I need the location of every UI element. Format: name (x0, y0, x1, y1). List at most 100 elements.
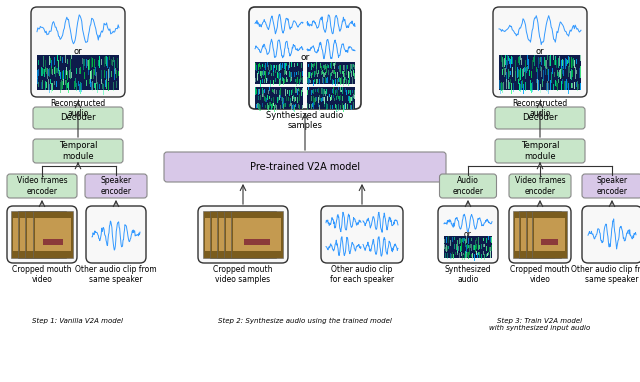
Bar (520, 55, 521, 60)
Bar (233, 218, 281, 251)
Bar (309, 72, 310, 78)
Bar (261, 71, 262, 78)
Bar (98, 72, 99, 81)
Bar (335, 104, 336, 108)
Bar (47, 67, 49, 76)
Bar (284, 63, 285, 70)
Bar (524, 67, 525, 72)
Bar (277, 97, 278, 104)
Bar (547, 55, 548, 60)
Bar (457, 244, 458, 249)
Bar (71, 55, 72, 59)
Bar (310, 73, 311, 76)
Bar (478, 252, 479, 255)
Bar (264, 96, 265, 101)
Text: Video frames
encoder: Video frames encoder (515, 176, 565, 196)
Bar (262, 79, 263, 83)
Bar (269, 87, 270, 91)
Bar (527, 80, 529, 91)
Bar (258, 71, 259, 74)
Bar (312, 90, 313, 93)
Bar (297, 89, 298, 95)
Bar (319, 79, 320, 84)
Bar (286, 78, 287, 82)
Bar (257, 73, 258, 80)
Bar (340, 65, 341, 71)
Bar (510, 79, 511, 84)
Bar (42, 68, 43, 76)
Bar (264, 71, 265, 75)
Bar (65, 79, 66, 85)
Bar (325, 72, 326, 75)
Bar (503, 59, 504, 70)
Bar (350, 91, 351, 95)
Bar (473, 253, 474, 259)
Bar (51, 60, 52, 68)
Bar (81, 83, 82, 92)
Bar (271, 65, 273, 70)
Bar (106, 71, 107, 80)
Bar (310, 79, 311, 83)
Bar (342, 96, 343, 101)
Bar (315, 71, 316, 75)
Bar (476, 251, 477, 255)
Bar (464, 238, 465, 241)
Bar (95, 67, 96, 76)
Bar (219, 218, 267, 251)
Bar (301, 78, 303, 84)
Bar (268, 65, 269, 70)
Bar (511, 80, 513, 85)
Bar (302, 105, 303, 108)
Bar (543, 70, 544, 81)
Bar (465, 244, 466, 247)
Bar (471, 238, 472, 241)
Bar (43, 239, 63, 245)
Bar (280, 73, 281, 79)
Bar (98, 81, 99, 89)
Bar (282, 102, 283, 108)
Bar (475, 244, 476, 252)
Bar (567, 81, 568, 88)
Bar (521, 81, 522, 90)
Bar (321, 71, 322, 75)
Bar (101, 79, 102, 84)
Bar (66, 58, 67, 70)
Bar (532, 60, 533, 69)
Bar (94, 59, 95, 68)
Bar (269, 96, 270, 99)
Bar (570, 71, 571, 79)
Text: or: or (536, 47, 544, 57)
Text: Temporal
module: Temporal module (59, 141, 97, 161)
Bar (333, 70, 334, 74)
Bar (60, 56, 61, 61)
Bar (54, 67, 55, 74)
Bar (541, 58, 543, 68)
Bar (255, 87, 303, 109)
Bar (338, 94, 339, 98)
Bar (488, 252, 489, 255)
Bar (273, 90, 274, 92)
Bar (324, 89, 325, 94)
Bar (557, 83, 558, 91)
Bar (344, 104, 345, 110)
Bar (353, 102, 354, 109)
Bar (553, 55, 554, 60)
Bar (328, 65, 329, 68)
Bar (59, 70, 60, 76)
Bar (349, 72, 350, 79)
Bar (537, 79, 538, 90)
Bar (509, 82, 510, 89)
Bar (67, 83, 68, 88)
Bar (319, 70, 321, 73)
Bar (511, 56, 513, 62)
Bar (467, 252, 468, 257)
Bar (41, 82, 42, 89)
Bar (311, 96, 312, 101)
Bar (285, 63, 286, 70)
Bar (260, 71, 261, 76)
Bar (38, 82, 39, 87)
Bar (91, 82, 92, 90)
Bar (566, 59, 567, 66)
Bar (49, 56, 50, 65)
Bar (499, 55, 581, 90)
